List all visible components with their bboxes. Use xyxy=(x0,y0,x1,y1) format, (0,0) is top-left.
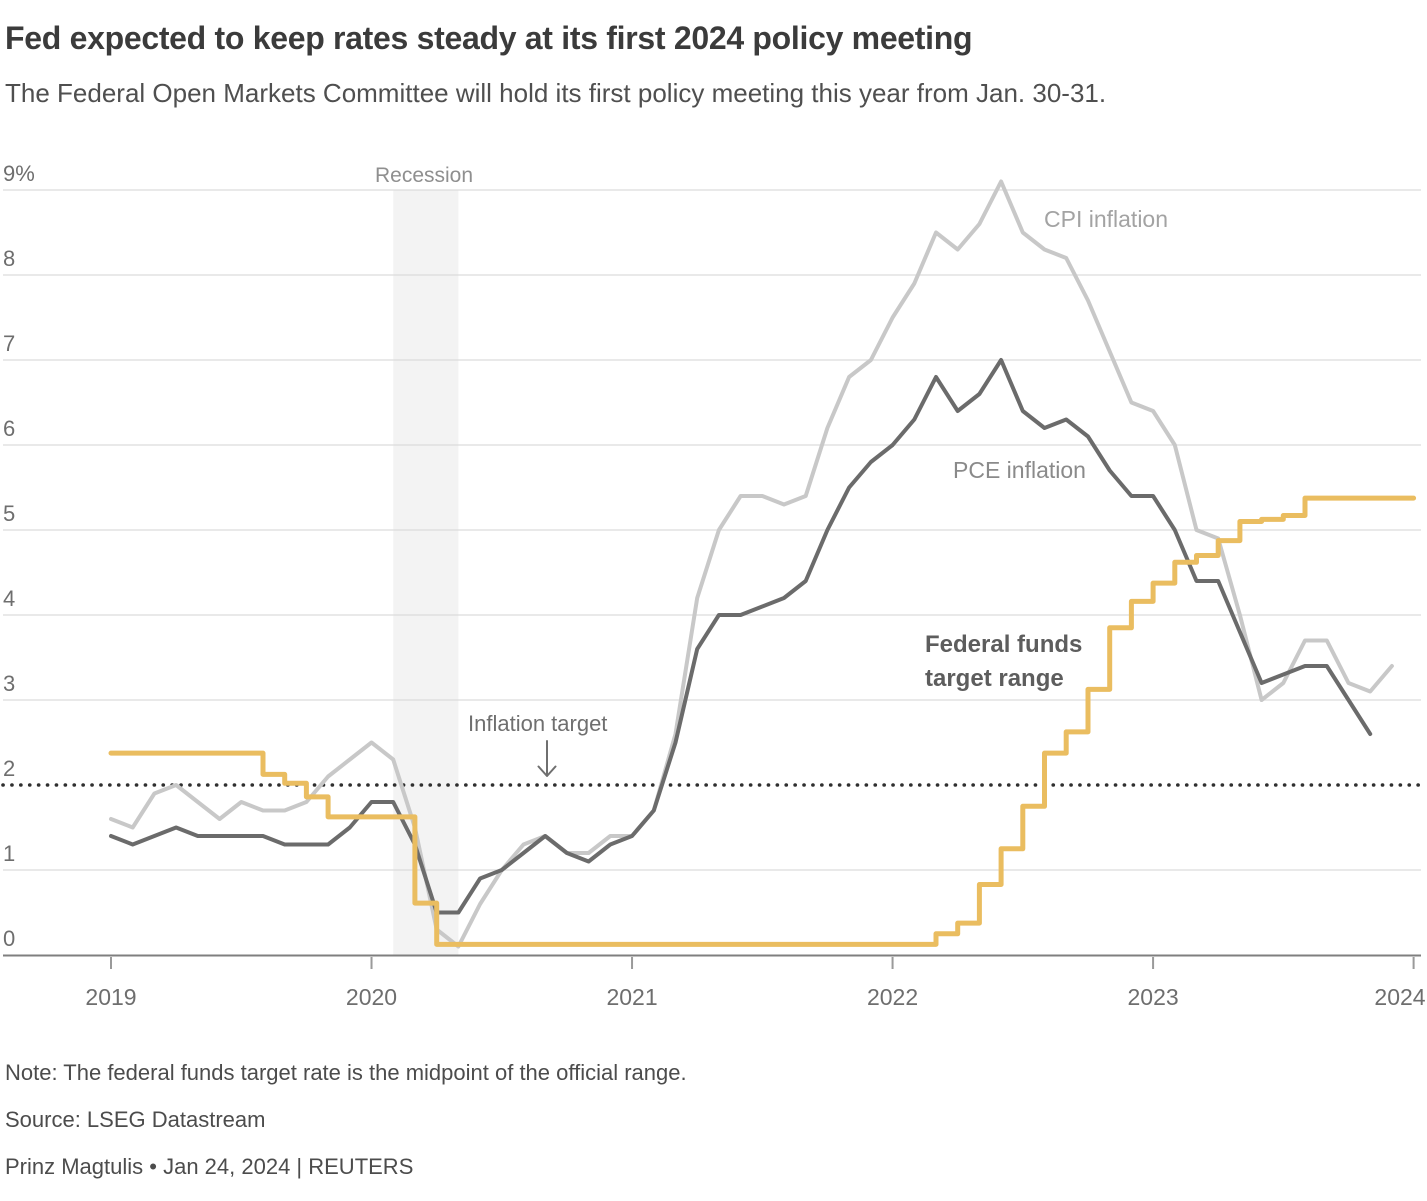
cpi-series-label: CPI inflation xyxy=(1044,206,1168,232)
x-axis-tick-label: 2020 xyxy=(346,984,397,1010)
recession-band xyxy=(393,190,459,955)
chart-footer: Note: The federal funds target rate is t… xyxy=(5,1060,687,1201)
footer-note: Note: The federal funds target rate is t… xyxy=(5,1060,687,1085)
y-axis-tick-label: 0 xyxy=(3,926,15,951)
chart-annotations: Recession CPI inflation PCE inflation Fe… xyxy=(375,164,1168,777)
x-axis-tick-label: 2024 xyxy=(1374,984,1425,1010)
chart-title: Fed expected to keep rates steady at its… xyxy=(5,20,973,56)
line-chart: 9% 8 7 6 5 4 3 2 1 0 2019 2020 2021 2022 2023 2024 Rece… xyxy=(1,161,1426,1010)
y-axis-tick-label: 4 xyxy=(3,586,15,611)
fed-funds-label-line1: Federal funds xyxy=(925,631,1082,658)
inflation-target-label: Inflation target xyxy=(468,711,607,736)
fed-funds-label-line2: target range xyxy=(925,665,1064,692)
y-axis-tick-label: 3 xyxy=(3,671,15,696)
down-arrow-icon xyxy=(537,740,557,777)
chart-subtitle: The Federal Open Markets Committee will … xyxy=(5,78,1107,108)
pce-series-line xyxy=(109,358,1373,915)
recession-label: Recession xyxy=(375,164,473,187)
x-axis-tick-label: 2019 xyxy=(85,984,136,1010)
y-axis-tick-label: 1 xyxy=(3,841,15,866)
footer-source: Source: LSEG Datastream xyxy=(5,1107,266,1132)
x-axis-tick-label: 2021 xyxy=(606,984,657,1010)
y-axis-tick-label: 9% xyxy=(3,161,35,186)
y-axis-tick-label: 6 xyxy=(3,416,15,441)
cpi-series-line xyxy=(109,179,1394,949)
pce-series-label: PCE inflation xyxy=(953,457,1086,483)
y-axis-tick-label: 5 xyxy=(3,501,15,526)
chart-generated-layers: 9% 8 7 6 5 4 3 2 1 0 2019 2020 2021 2022 2023 2024 xyxy=(1,161,1426,1010)
y-axis-tick-label: 8 xyxy=(3,246,15,271)
y-axis-tick-label: 2 xyxy=(3,756,15,781)
x-axis-tick-label: 2023 xyxy=(1127,984,1178,1010)
x-axis-tick-label: 2022 xyxy=(867,984,918,1010)
y-axis-tick-label: 7 xyxy=(3,331,15,356)
footer-byline: Prinz Magtulis • Jan 24, 2024 | REUTERS xyxy=(5,1154,414,1179)
ffr-series-line xyxy=(108,495,1417,947)
